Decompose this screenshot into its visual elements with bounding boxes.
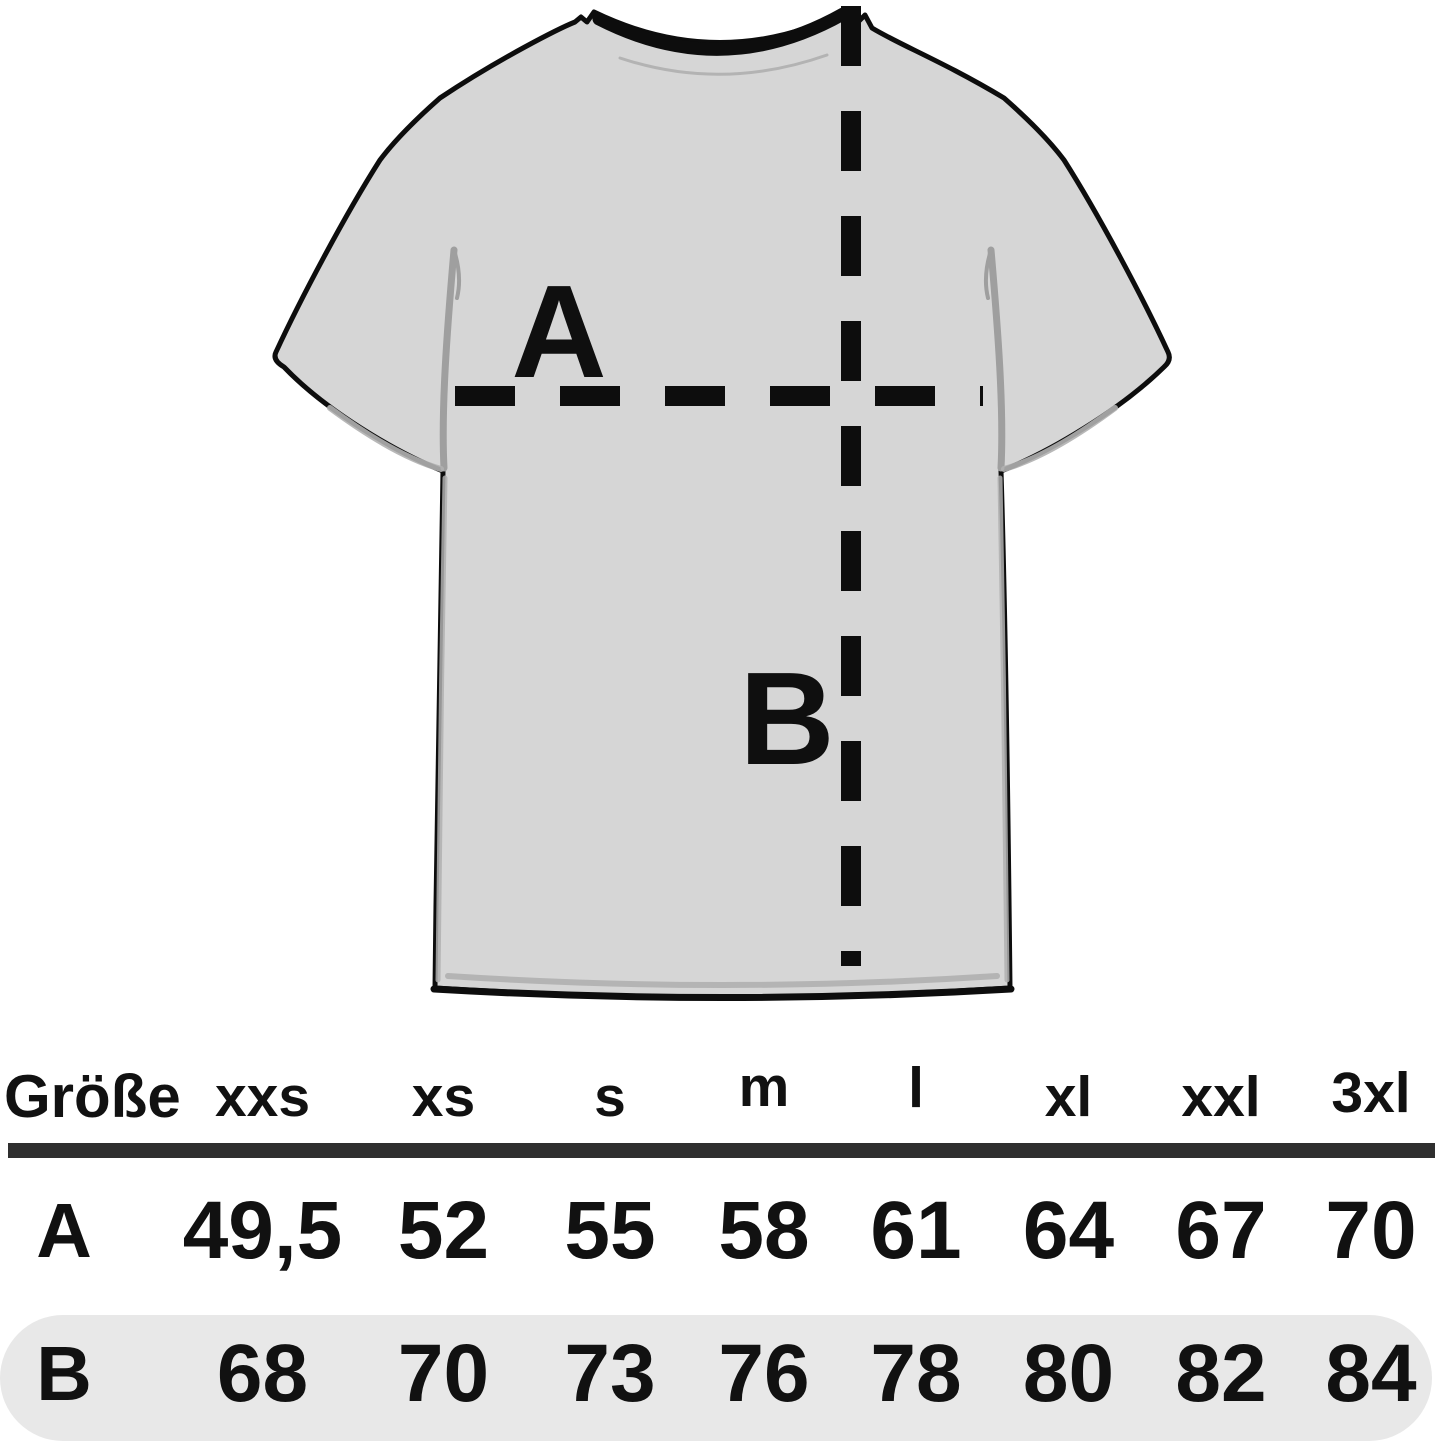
row-b-value-xs: 70 — [397, 1328, 490, 1419]
right-side-shadow — [997, 475, 1010, 983]
size-header-xs: xs — [411, 1064, 476, 1129]
row-a-value-xs: 52 — [397, 1185, 490, 1276]
size-header-s: s — [594, 1064, 626, 1129]
size-header-xxl: xxl — [1181, 1064, 1261, 1129]
left-armhole-seam-tip — [452, 248, 462, 300]
hem-line — [430, 985, 1015, 1001]
size-header-xxs: xxs — [214, 1064, 311, 1129]
row-b-value-xxs: 68 — [216, 1328, 309, 1419]
size-table-header-row: Größe xxs xs s m l xl xxl 3xl — [0, 1054, 1445, 1132]
row-b-value-l: 78 — [870, 1328, 962, 1419]
width-measure-label: A — [511, 258, 606, 405]
size-header-3xl: 3xl — [1331, 1060, 1411, 1125]
row-a-value-xxs: 49,5 — [182, 1185, 343, 1276]
left-armhole-seam — [439, 246, 458, 472]
row-b-label: B — [36, 1330, 92, 1417]
row-a-value-3xl: 70 — [1325, 1185, 1417, 1276]
row-b-value-3xl: 84 — [1325, 1328, 1417, 1419]
row-a-value-m: 58 — [718, 1185, 810, 1276]
size-header-l: l — [908, 1055, 924, 1120]
row-a-value-xxl: 67 — [1175, 1185, 1267, 1276]
tshirt-diagram: A B — [272, 6, 1172, 1001]
left-sleeve-hem-shadow — [327, 405, 444, 472]
tshirt-outline — [272, 7, 1172, 1000]
row-b-value-s: 73 — [564, 1328, 656, 1419]
row-a-label: A — [36, 1187, 92, 1274]
row-b-value-xl: 80 — [1022, 1328, 1115, 1419]
collar-band — [592, 7, 850, 56]
measurement-row-b: B 68 70 73 76 78 80 82 84 — [0, 1315, 1432, 1441]
size-table: Größe xxs xs s m l xl xxl 3xl A 49,5 52 … — [0, 1054, 1445, 1445]
length-measure-label: B — [739, 645, 834, 792]
measurement-row-a: A 49,5 52 55 58 61 64 67 70 — [0, 1163, 1445, 1299]
row-a-value-l: 61 — [870, 1185, 962, 1276]
table-divider — [8, 1143, 1435, 1158]
left-side-shadow — [435, 475, 448, 983]
hem-shadow — [445, 973, 1000, 988]
right-armhole-seam-tip — [983, 248, 993, 300]
inner-collar-seam — [618, 53, 829, 76]
row-b-value-xxl: 82 — [1175, 1328, 1267, 1419]
right-armhole-seam — [987, 246, 1006, 472]
right-sleeve-hem-shadow — [1001, 405, 1118, 472]
size-header-xl: xl — [1044, 1064, 1093, 1129]
row-a-value-xl: 64 — [1022, 1185, 1115, 1276]
row-b-value-m: 76 — [718, 1328, 810, 1419]
size-column-title: Größe — [4, 1063, 181, 1130]
row-a-value-s: 55 — [564, 1185, 656, 1276]
size-header-m: m — [738, 1054, 790, 1119]
